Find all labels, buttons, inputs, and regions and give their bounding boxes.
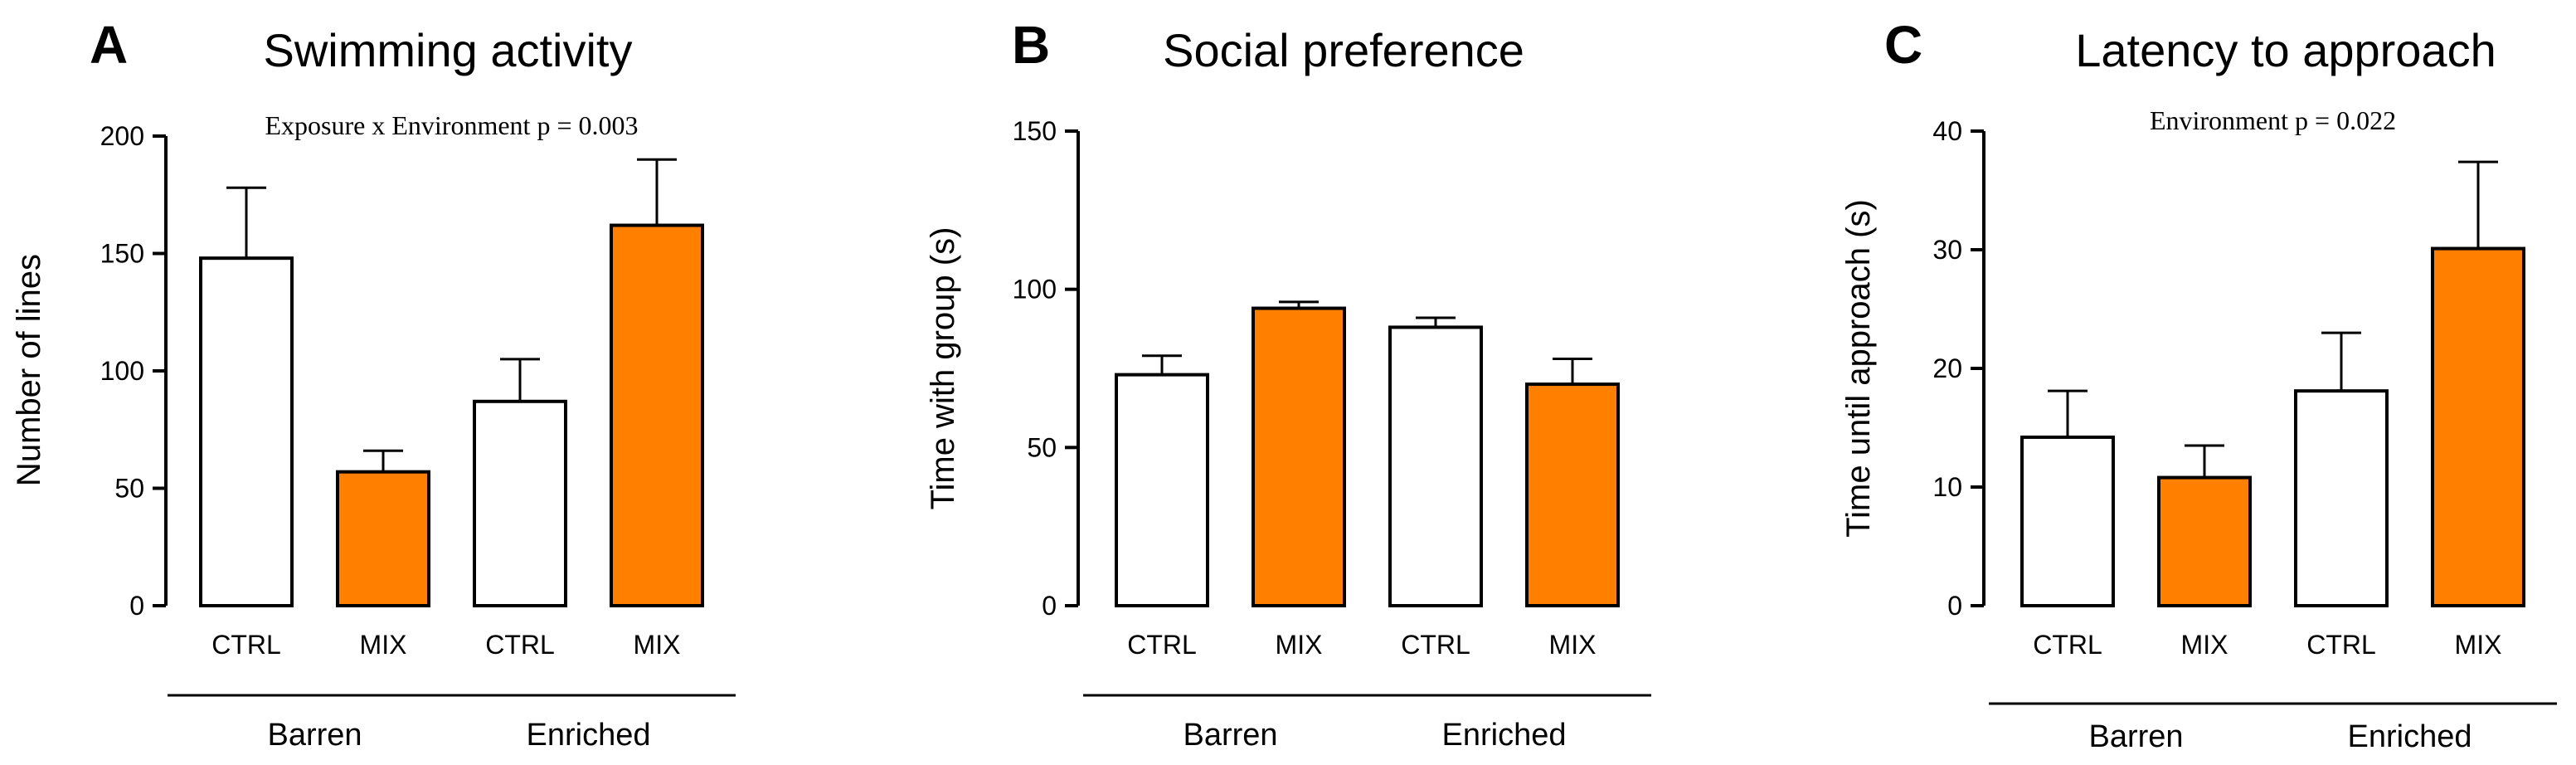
- group-label-enriched: Enriched: [2348, 719, 2472, 754]
- x-tick-label: CTRL: [2033, 630, 2102, 660]
- x-tick-label: CTRL: [485, 630, 555, 660]
- group-label-barren: Barren: [267, 718, 362, 753]
- y-tick-label: 30: [1932, 235, 1962, 265]
- bar-mix-enriched: [610, 223, 704, 607]
- bar-ctrl-barren: [2020, 435, 2115, 607]
- x-tick-label: CTRL: [2306, 630, 2376, 660]
- panel-a: A Swimming activity Exposure x Environment…: [11, 15, 736, 753]
- group-label-enriched: Enriched: [1442, 718, 1567, 753]
- bar-mix-enriched: [1525, 382, 1620, 607]
- bar-ctrl-enriched: [473, 399, 567, 608]
- y-tick-label: 10: [1932, 472, 1962, 502]
- panel-letter: B: [1012, 15, 1050, 75]
- chart-title: Latency to approach: [2075, 24, 2496, 76]
- x-tick-label: MIX: [360, 630, 407, 660]
- bar-mix-barren: [1252, 306, 1346, 607]
- y-axis-label: Number of lines: [11, 254, 47, 486]
- y-tick-label: 0: [129, 591, 144, 621]
- stat-annotation: Environment p = 0.022: [2150, 105, 2396, 135]
- bar-ctrl-enriched: [1388, 325, 1483, 607]
- y-tick-label: 20: [1932, 353, 1962, 383]
- x-tick-label: MIX: [2181, 630, 2228, 660]
- y-tick-label: 150: [1013, 116, 1057, 146]
- x-tick-label: MIX: [1549, 630, 1597, 660]
- x-tick-label: MIX: [1276, 630, 1323, 660]
- chart-title: Swimming activity: [264, 24, 633, 76]
- y-tick-label: 150: [100, 239, 144, 269]
- bar-ctrl-barren: [1115, 373, 1209, 607]
- bar-mix-enriched: [2431, 246, 2525, 607]
- group-label-barren: Barren: [2088, 719, 2183, 754]
- panel-letter: C: [1884, 15, 1922, 75]
- y-tick-label: 100: [100, 356, 144, 386]
- y-tick-label: 0: [1947, 591, 1962, 621]
- bar-mix-barren: [2157, 475, 2252, 607]
- y-tick-label: 40: [1932, 116, 1962, 146]
- x-tick-label: CTRL: [1401, 630, 1470, 660]
- group-label-enriched: Enriched: [527, 718, 651, 753]
- y-tick-label: 0: [1042, 591, 1057, 621]
- y-tick-label: 50: [1027, 432, 1057, 462]
- chart-title: Social preference: [1163, 24, 1524, 76]
- y-tick-label: 100: [1013, 275, 1057, 305]
- bar-ctrl-barren: [199, 256, 294, 607]
- panel-c: C Latency to approach Environment p = 0.02…: [1840, 15, 2557, 754]
- stat-annotation: Exposure x Environment p = 0.003: [265, 110, 639, 140]
- panel-b: B Social preference Time with group (s) 0 50…: [925, 15, 1651, 753]
- bar-ctrl-enriched: [2294, 389, 2389, 607]
- x-tick-label: MIX: [634, 630, 681, 660]
- group-label-barren: Barren: [1183, 718, 1277, 753]
- y-tick-label: 200: [100, 121, 144, 151]
- y-axis-label: Time until approach (s): [1840, 199, 1877, 538]
- y-axis-label: Time with group (s): [925, 227, 961, 510]
- bar-mix-barren: [336, 470, 430, 607]
- panel-letter: A: [90, 15, 128, 75]
- x-tick-label: CTRL: [211, 630, 281, 660]
- y-tick-label: 50: [114, 474, 144, 504]
- x-tick-label: MIX: [2455, 630, 2502, 660]
- x-tick-label: CTRL: [1127, 630, 1197, 660]
